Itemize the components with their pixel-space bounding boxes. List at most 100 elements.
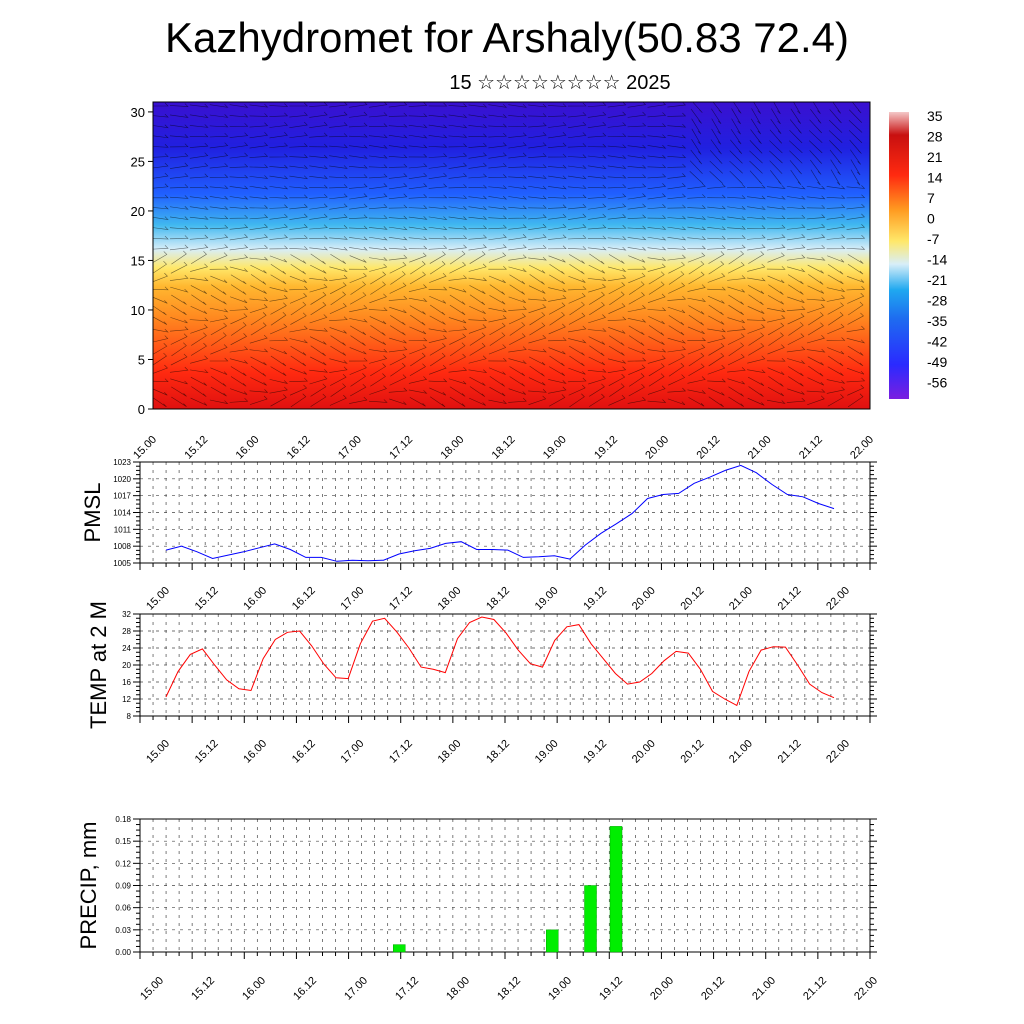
wind-barb bbox=[408, 236, 428, 240]
wind-barb bbox=[627, 164, 647, 169]
wind-barb bbox=[826, 185, 846, 190]
wind-barb bbox=[448, 184, 468, 189]
wind-barb bbox=[770, 118, 782, 134]
wind-barb bbox=[787, 274, 804, 285]
wind-barb bbox=[428, 102, 448, 107]
wind-barb bbox=[289, 185, 309, 189]
wind-barb bbox=[528, 142, 547, 149]
y-tick-label: 12 bbox=[122, 695, 131, 704]
wind-barb bbox=[747, 324, 765, 334]
wind-barb bbox=[169, 103, 189, 107]
x-tick-label: 15.00 bbox=[138, 975, 166, 1003]
colorbar-label: 35 bbox=[927, 108, 943, 124]
wind-barb bbox=[690, 108, 702, 124]
wind-barb bbox=[766, 215, 786, 219]
x-tick-label: 18.12 bbox=[495, 975, 523, 1003]
wind-barb bbox=[250, 365, 267, 377]
wind-barb bbox=[708, 315, 725, 325]
wind-barb bbox=[209, 185, 229, 189]
wind-barb bbox=[289, 175, 309, 180]
wind-barb bbox=[567, 246, 587, 250]
wind-barb bbox=[429, 396, 446, 408]
wind-barb bbox=[808, 130, 823, 144]
wind-barb bbox=[607, 358, 627, 364]
wind-barb bbox=[691, 118, 702, 135]
wind-barb bbox=[748, 342, 765, 356]
wind-barb bbox=[153, 172, 169, 179]
wind-barb bbox=[169, 244, 189, 251]
wind-barb bbox=[547, 245, 567, 250]
wind-barb bbox=[569, 345, 585, 356]
wind-barb bbox=[827, 274, 844, 285]
wind-barb bbox=[547, 153, 567, 158]
wind-barb bbox=[488, 234, 507, 241]
wind-barb bbox=[250, 356, 267, 366]
precip-bar bbox=[584, 885, 597, 953]
wind-barb bbox=[449, 261, 467, 274]
wind-barb bbox=[170, 286, 189, 293]
wind-barb bbox=[329, 236, 348, 240]
wind-barb bbox=[727, 275, 746, 281]
wind-barb bbox=[711, 108, 722, 124]
wind-barb bbox=[567, 121, 587, 129]
wind-barb bbox=[589, 345, 605, 357]
wind-barb bbox=[707, 226, 726, 230]
wind-barb bbox=[189, 152, 209, 159]
wind-barb bbox=[153, 378, 169, 382]
wind-barb bbox=[667, 346, 686, 353]
wind-barb bbox=[249, 205, 269, 209]
wind-barb bbox=[409, 397, 426, 407]
y-tick-label: 0.00 bbox=[115, 948, 131, 957]
wind-barb bbox=[509, 366, 526, 377]
wind-barb bbox=[368, 215, 388, 219]
wind-barb bbox=[368, 193, 388, 200]
wind-barb bbox=[588, 264, 606, 274]
wind-barb bbox=[468, 173, 488, 179]
wind-barb bbox=[468, 317, 488, 322]
wind-barb bbox=[730, 139, 743, 154]
wind-barb bbox=[806, 334, 825, 344]
wind-barb bbox=[488, 205, 508, 210]
wind-barb bbox=[687, 216, 707, 220]
wind-barb bbox=[607, 225, 627, 229]
wind-barb bbox=[608, 303, 626, 314]
x-tick-label: 15.00 bbox=[144, 738, 172, 766]
wind-barb bbox=[812, 102, 821, 114]
wind-barb bbox=[388, 295, 408, 301]
wind-barb bbox=[448, 143, 468, 148]
wind-barb bbox=[429, 387, 447, 396]
wind-barb bbox=[191, 386, 207, 397]
wind-barb bbox=[789, 129, 803, 144]
wind-barb bbox=[429, 352, 446, 367]
wind-barb bbox=[368, 226, 388, 230]
wind-barb bbox=[587, 213, 607, 220]
wind-barb bbox=[190, 376, 207, 386]
wind-barb bbox=[647, 399, 667, 403]
wind-barb bbox=[528, 175, 547, 179]
wind-barb bbox=[469, 294, 486, 306]
wind-barb bbox=[806, 348, 826, 353]
wind-barb bbox=[749, 140, 763, 154]
wind-barb bbox=[211, 376, 227, 387]
x-tick-label: 16.00 bbox=[241, 738, 269, 766]
wind-barb bbox=[508, 104, 527, 108]
wind-barb bbox=[849, 109, 862, 123]
wind-barb bbox=[349, 203, 368, 210]
colorbar-label: -49 bbox=[927, 354, 947, 370]
wind-barb bbox=[826, 204, 846, 209]
wind-barb bbox=[769, 140, 783, 154]
wind-barb bbox=[348, 225, 368, 230]
wind-barb bbox=[229, 205, 249, 210]
wind-barb bbox=[508, 205, 527, 210]
wind-barb bbox=[628, 281, 645, 295]
wind-barb bbox=[191, 294, 207, 306]
wind-barb bbox=[329, 394, 347, 406]
wind-barb bbox=[153, 364, 168, 374]
wind-barb bbox=[569, 254, 585, 264]
wind-barb bbox=[229, 244, 249, 251]
wind-barb bbox=[211, 284, 227, 295]
wind-barb bbox=[249, 132, 269, 139]
wind-barb bbox=[488, 185, 508, 189]
wind-barb bbox=[389, 337, 407, 344]
grid bbox=[140, 613, 870, 717]
